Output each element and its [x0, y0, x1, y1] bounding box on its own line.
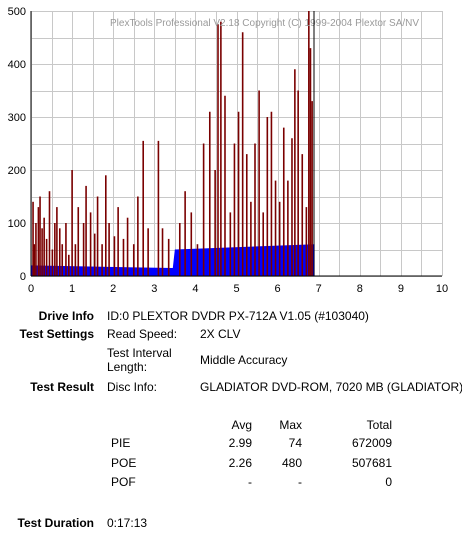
row-name: PIE — [111, 436, 131, 450]
row-total: 672009 — [351, 436, 392, 450]
y-tick-labels: 0 100 200 300 400 500 — [8, 6, 26, 283]
disc-info-value: GLADIATOR DVD-ROM, 7020 MB (GLADIATOR) — [200, 380, 462, 394]
row-avg: 2.26 — [228, 456, 252, 470]
test-duration-value: 0:17:13 — [107, 516, 148, 530]
y-tick-label: 100 — [8, 218, 26, 230]
row-max: 74 — [288, 436, 302, 450]
row-avg: 2.99 — [228, 436, 252, 450]
x-tick-label: 6 — [275, 283, 281, 295]
x-tick-label: 10 — [436, 283, 448, 295]
drive-info-value: ID:0 PLEXTOR DVDR PX-712A V1.05 (#103040… — [107, 309, 369, 323]
drive-info-label: Drive Info — [38, 309, 94, 323]
test-duration-label: Test Duration — [17, 516, 94, 530]
test-interval-label: Test Interval — [107, 346, 172, 360]
test-interval-value: Middle Accuracy — [200, 353, 288, 367]
test-result-label: Test Result — [30, 380, 94, 394]
max-header: Max — [279, 418, 302, 432]
plot-background — [31, 11, 442, 276]
row-name: POE — [111, 456, 137, 470]
x-tick-label: 4 — [192, 283, 198, 295]
y-tick-label: 500 — [8, 6, 26, 18]
row-max: - — [298, 475, 302, 489]
test-settings-label: Test Settings — [19, 327, 94, 341]
red-series — [32, 11, 313, 276]
x-tick-label: 5 — [233, 283, 239, 295]
y-tick-label: 400 — [8, 59, 26, 71]
y-tick-label: 300 — [8, 112, 26, 124]
error-chart: PlexTools Professional V2.18 Copyright (… — [8, 6, 448, 295]
row-total: 0 — [385, 475, 392, 489]
read-speed-label: Read Speed: — [107, 327, 178, 341]
test-interval-length-label: Length: — [107, 360, 148, 374]
row-avg: - — [248, 475, 252, 489]
x-tick-labels: 0 1 2 3 4 5 6 7 8 9 10 — [28, 283, 448, 295]
y-tick-label: 200 — [8, 165, 26, 177]
x-tick-label: 8 — [357, 283, 363, 295]
row-max: 480 — [281, 456, 302, 470]
row-name: POF — [111, 475, 136, 489]
x-tick-label: 7 — [316, 283, 322, 295]
row-total: 507681 — [351, 456, 392, 470]
x-tick-label: 3 — [151, 283, 157, 295]
x-tick-label: 2 — [110, 283, 116, 295]
read-speed-value: 2X CLV — [200, 327, 241, 341]
total-header: Total — [366, 418, 392, 432]
x-tick-label: 1 — [69, 283, 75, 295]
y-tick-label: 0 — [20, 271, 26, 283]
x-tick-label: 0 — [28, 283, 34, 295]
avg-header: Avg — [231, 418, 252, 432]
x-tick-label: 9 — [398, 283, 404, 295]
chart-watermark: PlexTools Professional V2.18 Copyright (… — [110, 18, 419, 29]
disc-info-label: Disc Info: — [107, 380, 158, 394]
